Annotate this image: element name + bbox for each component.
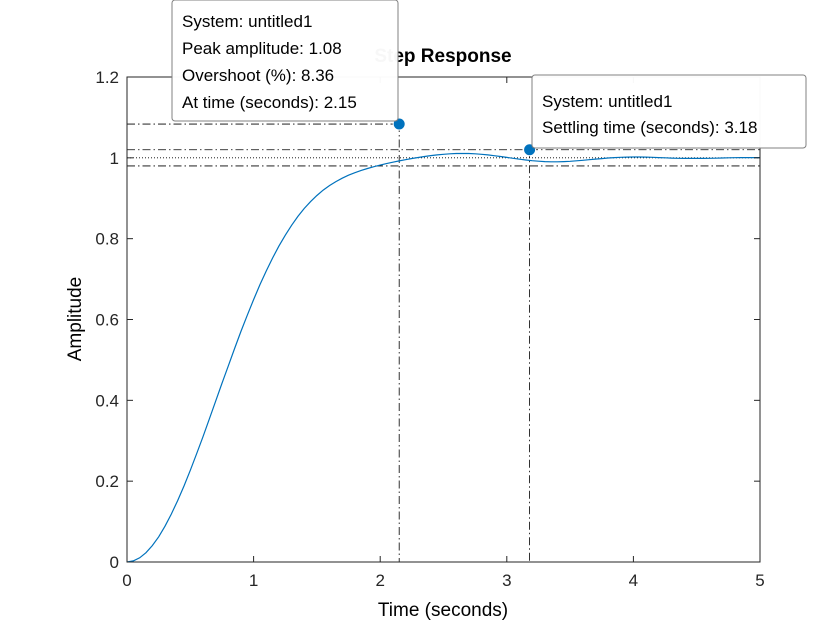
x-tick-label: 4 [629, 571, 638, 590]
x-tick-label: 5 [755, 571, 764, 590]
x-axis-label: Time (seconds) [378, 600, 508, 621]
x-tick-label: 3 [502, 571, 511, 590]
y-tick-label: 0.2 [95, 472, 119, 491]
y-axis-label: Amplitude [65, 277, 86, 362]
y-tick-label: 0.4 [95, 391, 119, 410]
x-tick-label: 1 [249, 571, 258, 590]
peak-datatip-line-2: Peak amplitude: 1.08 [182, 39, 342, 58]
reference-lines [127, 123, 760, 562]
y-tick-label: 0 [110, 553, 119, 572]
settling-datatip-line-1: System: untitled1 [542, 92, 672, 111]
settling-datatip-line-2: Settling time (seconds): 3.18 [542, 118, 757, 137]
x-tick-label: 0 [122, 571, 131, 590]
y-tick-label: 1.2 [95, 68, 119, 87]
settling-datatip-box [531, 74, 807, 149]
peak-datatip-line-3: Overshoot (%): 8.36 [182, 66, 334, 85]
peak-datatip-line-4: At time (seconds): 2.15 [182, 93, 357, 112]
y-tick-label: 0.6 [95, 311, 119, 330]
axis-ticks: 0 1 2 3 4 5 0 0.2 0.4 0.6 0.8 1 1.2 [95, 68, 764, 590]
settling-datatip[interactable]: System: untitled1 Settling time (seconds… [531, 74, 807, 149]
step-response-line[interactable] [126, 152, 760, 563]
y-tick-label: 0.8 [95, 230, 119, 249]
peak-datatip[interactable]: System: untitled1 Peak amplitude: 1.08 O… [171, 0, 399, 122]
x-tick-label: 2 [375, 571, 384, 590]
y-tick-label: 1 [110, 149, 119, 168]
peak-datatip-line-1: System: untitled1 [182, 12, 312, 31]
chart-title: Step Response [374, 46, 511, 67]
peak-datatip-box [171, 0, 399, 122]
